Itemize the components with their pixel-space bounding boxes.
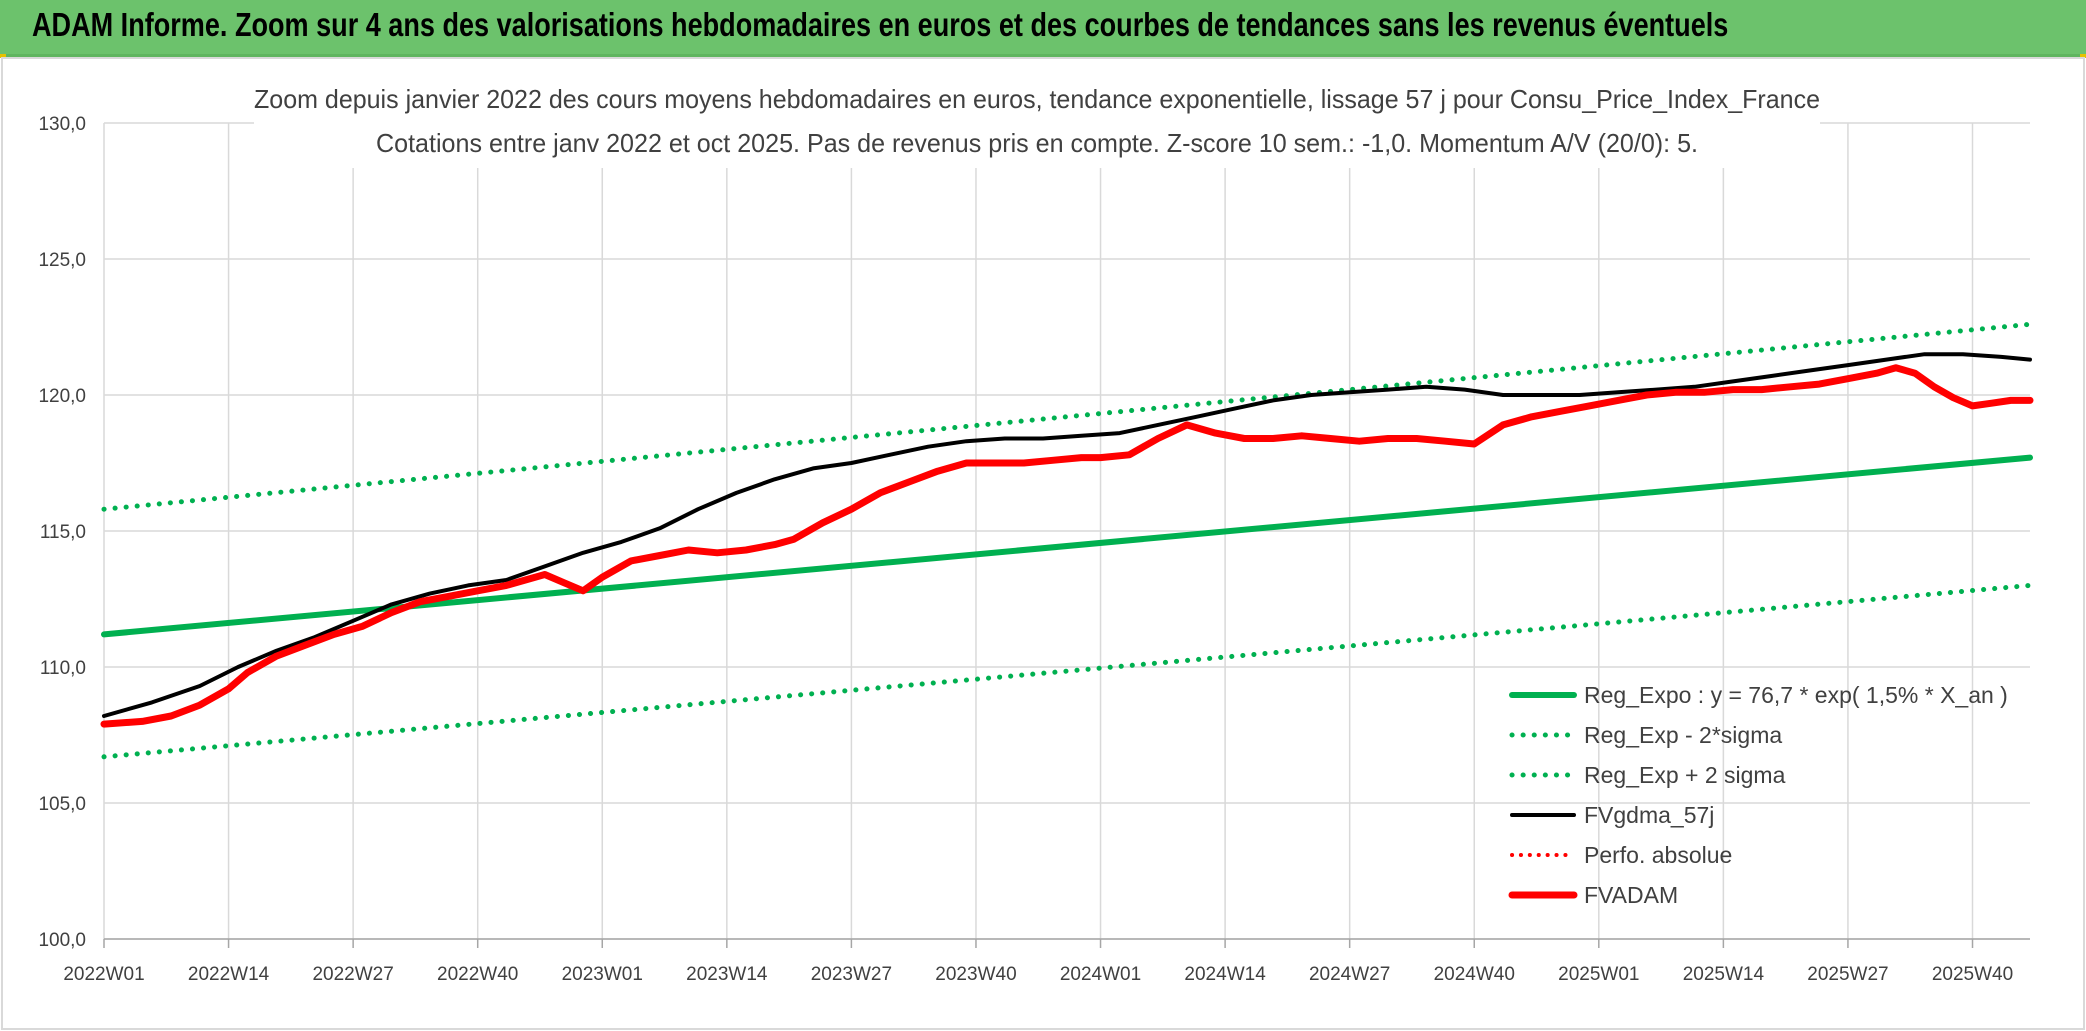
series-line: [101, 582, 2033, 760]
x-tick-label: 2023W40: [935, 964, 1016, 985]
series-line: [101, 454, 2033, 638]
y-tick-label: 105,0: [38, 794, 86, 815]
legend-label: Perfo. absolue: [1584, 842, 1732, 868]
banner-corner-right: [2080, 54, 2086, 58]
y-tick-label: 130,0: [38, 114, 86, 135]
banner-corner-left: [0, 54, 6, 58]
report-banner: ADAM Informe. Zoom sur 4 ans des valoris…: [0, 0, 2086, 57]
x-tick-label: 2025W40: [1932, 964, 2013, 985]
series-line: [100, 364, 2034, 728]
y-tick-label: 120,0: [38, 386, 86, 407]
legend-label: FVgdma_57j: [1584, 802, 1714, 828]
x-tick-label: 2023W14: [686, 964, 768, 985]
title-background: [254, 78, 1820, 168]
chart-subtitle: Cotations entre janv 2022 et oct 2025. P…: [376, 128, 1698, 158]
y-tick-label: 100,0: [38, 930, 86, 951]
y-tick-label: 115,0: [40, 522, 86, 543]
x-tick-label: 2023W01: [562, 964, 643, 985]
x-tick-label: 2022W14: [188, 964, 270, 985]
x-tick-label: 2024W40: [1434, 964, 1515, 985]
x-tick-label: 2025W27: [1807, 964, 1888, 985]
series-line: [102, 352, 2032, 718]
x-tick-label: 2022W40: [437, 964, 518, 985]
x-tick-label: 2025W14: [1683, 964, 1765, 985]
report-title: ADAM Informe. Zoom sur 4 ans des valoris…: [32, 6, 1729, 43]
x-axis: 2022W01 2022W14 2022W27 2022W40 2023W01 2023W…: [63, 938, 2030, 985]
x-tick-label: 2022W01: [63, 964, 144, 985]
legend-label: Reg_Expo : y = 76,7 * exp( 1,5% * X_an ): [1584, 682, 2008, 708]
y-tick-label: 110,0: [40, 658, 86, 679]
y-axis: 100,0 105,0 110,0 115,0 120,0 125,0 130,0: [38, 114, 86, 951]
legend-label: FVADAM: [1584, 882, 1678, 908]
series-layer: [100, 321, 2034, 760]
x-tick-label: 2024W14: [1184, 964, 1266, 985]
chart-border: [1, 57, 2085, 1030]
legend-label: Reg_Exp + 2 sigma: [1584, 762, 1786, 788]
x-tick-label: 2025W01: [1558, 964, 1639, 985]
x-tick-label: 2023W27: [811, 964, 892, 985]
legend: Reg_Expo : y = 76,7 * exp( 1,5% * X_an )…: [1508, 682, 2008, 908]
x-tick-label: 2024W01: [1060, 964, 1141, 985]
chart-grid: [103, 122, 2030, 940]
x-tick-label: 2022W27: [312, 964, 393, 985]
series-line: [101, 321, 2033, 512]
y-tick-label: 125,0: [38, 250, 86, 271]
chart-title: Zoom depuis janvier 2022 des cours moyen…: [254, 84, 1820, 114]
legend-label: Reg_Exp - 2*sigma: [1584, 722, 1782, 748]
x-tick-label: 2024W27: [1309, 964, 1390, 985]
